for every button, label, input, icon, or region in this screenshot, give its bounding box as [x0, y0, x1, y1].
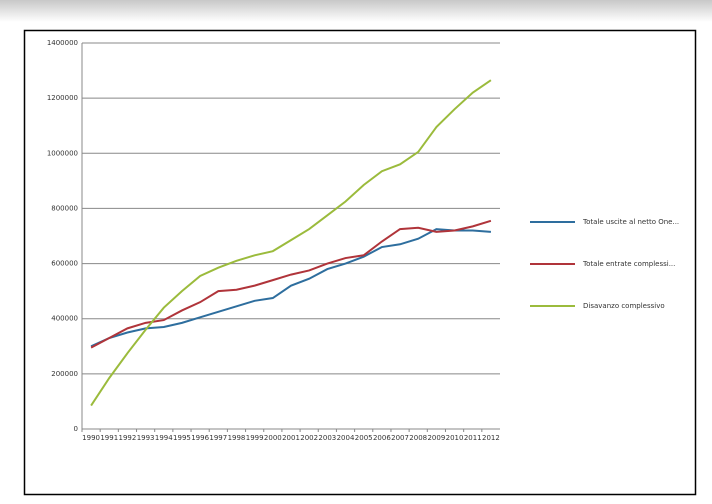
- series-line: [90, 219, 492, 349]
- y-tick-label: 0: [74, 425, 78, 433]
- x-tick-label: 2007: [391, 434, 409, 442]
- chart-frame: [23, 29, 697, 496]
- x-tick-label: 1993: [137, 434, 155, 442]
- x-tick-label: 2006: [373, 434, 391, 442]
- y-tick-label: 200000: [51, 370, 78, 378]
- x-tick-label: 2004: [337, 434, 355, 442]
- x-tick-label: 1999: [246, 434, 264, 442]
- x-tick-label: 1994: [155, 434, 173, 442]
- x-tick-label: 1992: [119, 434, 137, 442]
- series-line: [90, 79, 492, 407]
- y-tick-label: 400000: [51, 315, 78, 323]
- x-tick-label: 1998: [228, 434, 246, 442]
- legend-label: Totale uscite al netto One...: [582, 218, 679, 226]
- x-tick-label: 2010: [446, 434, 464, 442]
- x-tick-label: 2011: [464, 434, 482, 442]
- x-tick-label: 2012: [482, 434, 500, 442]
- legend-label: Totale entrate complessi...: [582, 260, 675, 268]
- series-line: [90, 228, 491, 348]
- x-tick-label: 1990: [82, 434, 100, 442]
- y-tick-label: 1200000: [47, 94, 78, 102]
- x-tick-label: 1995: [173, 434, 191, 442]
- y-tick-label: 1400000: [47, 39, 78, 47]
- x-tick-label: 2009: [427, 434, 445, 442]
- x-tick-label: 1997: [209, 434, 227, 442]
- x-tick-label: 2002: [300, 434, 318, 442]
- y-tick-label: 800000: [51, 204, 78, 212]
- top-bar: [0, 0, 712, 22]
- legend-label: Disavanzo complessivo: [583, 302, 665, 310]
- x-tick-label: 1996: [191, 434, 209, 442]
- x-tick-label: 2003: [318, 434, 336, 442]
- x-tick-label: 2000: [264, 434, 282, 442]
- x-tick-label: 1991: [100, 434, 118, 442]
- x-tick-label: 2001: [282, 434, 300, 442]
- x-tick-label: 2008: [409, 434, 427, 442]
- x-tick-label: 2005: [355, 434, 373, 442]
- y-tick-label: 600000: [51, 260, 78, 268]
- y-tick-label: 1000000: [47, 149, 78, 157]
